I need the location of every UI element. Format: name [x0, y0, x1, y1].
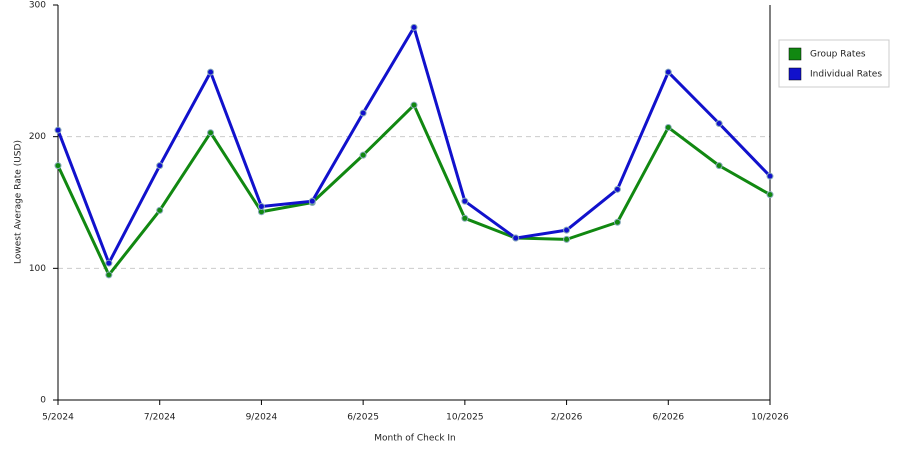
x-tick-label: 6/2025: [347, 413, 379, 423]
data-point: [664, 68, 672, 76]
data-point: [54, 162, 62, 170]
data-point: [461, 197, 469, 205]
y-tick-label: 0: [40, 396, 46, 406]
y-tick-label: 300: [29, 1, 46, 11]
data-point: [156, 162, 164, 170]
x-tick-label: 9/2024: [246, 413, 278, 423]
data-point: [613, 218, 621, 226]
data-point: [613, 185, 621, 193]
data-point: [766, 172, 774, 180]
data-point: [359, 109, 367, 117]
data-point: [664, 123, 672, 131]
x-tick-label: 10/2025: [446, 413, 483, 423]
data-point: [207, 129, 215, 137]
x-tick-label: 7/2024: [144, 413, 176, 423]
data-point: [105, 271, 113, 279]
x-tick-label: 2/2026: [551, 413, 583, 423]
data-point: [563, 235, 571, 243]
y-axis-title: Lowest Average Rate (USD): [14, 140, 24, 264]
data-point: [563, 226, 571, 234]
y-tick-label: 200: [29, 132, 46, 142]
data-point: [308, 197, 316, 205]
x-axis-title: Month of Check In: [374, 434, 456, 444]
data-point: [715, 120, 723, 127]
legend-label: Individual Rates: [810, 70, 882, 80]
y-tick-label: 100: [29, 264, 46, 274]
legend-swatch: [788, 47, 802, 61]
data-point: [207, 68, 215, 76]
data-point: [359, 151, 367, 159]
x-tick-label: 10/2026: [751, 413, 789, 423]
data-point: [105, 259, 113, 267]
data-point: [257, 202, 265, 210]
x-tick-label: 6/2026: [652, 413, 684, 423]
data-point: [410, 23, 418, 31]
data-point: [512, 234, 520, 242]
legend-swatch: [788, 67, 802, 81]
data-point: [766, 191, 774, 199]
data-point: [156, 206, 164, 214]
legend-label: Group Rates: [810, 50, 866, 60]
data-point: [461, 214, 469, 222]
data-point: [715, 162, 723, 170]
x-tick-label: 5/2024: [42, 413, 74, 423]
data-point: [410, 101, 418, 109]
data-point: [54, 126, 62, 134]
